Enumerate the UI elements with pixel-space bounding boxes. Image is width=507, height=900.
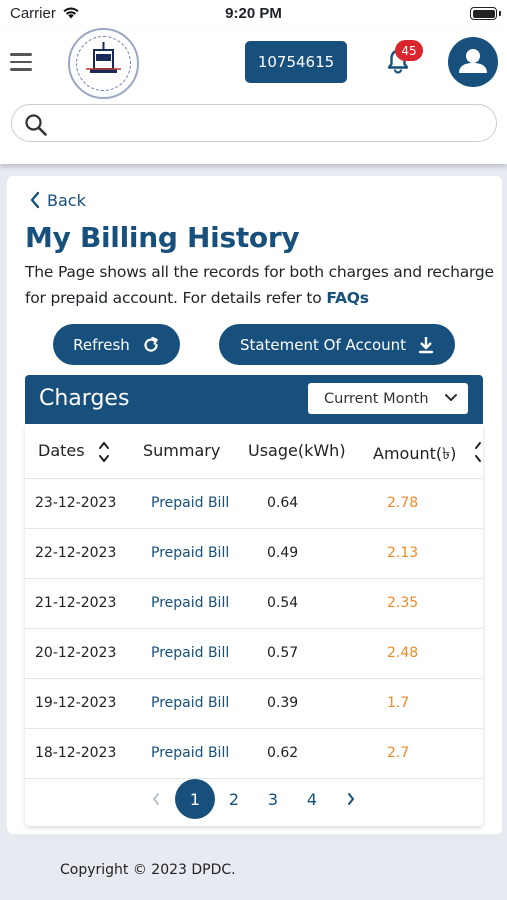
notification-badge: 45 <box>395 40 423 61</box>
cell-usage: 0.49 <box>267 545 299 561</box>
page-button-4[interactable]: 4 <box>306 789 318 809</box>
cell-date: 23-12-2023 <box>35 495 117 511</box>
clock: 9:20 PM <box>225 5 282 22</box>
copyright-text: Copyright © 2023 DPDC. <box>60 862 236 878</box>
table-row: 23-12-2023 Prepaid Bill 0.64 2.78 <box>25 479 483 529</box>
search-icon <box>25 114 47 136</box>
back-label: Back <box>47 190 86 210</box>
cell-summary: Prepaid Bill <box>151 495 230 511</box>
cell-summary: Prepaid Bill <box>151 545 230 561</box>
menu-icon[interactable] <box>10 53 32 71</box>
statement-label: Statement Of Account <box>239 335 407 354</box>
chevron-left-icon <box>153 793 159 805</box>
charges-header: Charges Current Month <box>25 375 483 424</box>
cell-summary: Prepaid Bill <box>151 745 230 761</box>
carrier-label: Carrier <box>10 5 56 22</box>
page-button-3[interactable]: 3 <box>267 789 279 809</box>
table-row: 18-12-2023 Prepaid Bill 0.62 2.7 <box>25 729 483 779</box>
statement-of-account-button[interactable]: Statement Of Account <box>219 324 455 365</box>
cell-amount: 1.7 <box>387 695 410 711</box>
cell-date: 18-12-2023 <box>35 745 117 761</box>
user-avatar[interactable] <box>448 37 498 87</box>
cell-summary: Prepaid Bill <box>151 695 230 711</box>
dpdc-logo <box>68 28 139 99</box>
wifi-icon <box>62 6 80 23</box>
table-header: Dates Summary Usage(kWh) Amount(৳) <box>25 424 483 479</box>
sort-icon-partial[interactable] <box>473 440 483 464</box>
period-select[interactable]: Current Month <box>308 383 468 414</box>
cell-summary: Prepaid Bill <box>151 595 230 611</box>
cell-usage: 0.57 <box>267 645 299 661</box>
cell-amount: 2.78 <box>387 495 419 511</box>
cell-usage: 0.62 <box>267 745 299 761</box>
chevron-right-icon <box>348 793 354 805</box>
table-row: 21-12-2023 Prepaid Bill 0.54 2.35 <box>25 579 483 629</box>
prev-page-button[interactable] <box>136 779 176 819</box>
charges-table: Dates Summary Usage(kWh) Amount(৳) 23-12… <box>25 424 483 826</box>
search-bar[interactable] <box>11 104 497 142</box>
chevron-left-icon <box>30 191 40 209</box>
charges-title: Charges <box>39 386 130 411</box>
sort-icon[interactable] <box>97 440 111 464</box>
search-input[interactable] <box>56 111 486 135</box>
chevron-down-icon <box>445 394 457 401</box>
battery-icon <box>470 7 501 20</box>
next-page-button[interactable] <box>331 779 371 819</box>
page-button-1[interactable]: 1 <box>175 779 215 819</box>
column-header-usage: Usage(kWh) <box>248 441 346 460</box>
page-title: My Billing History <box>25 221 300 254</box>
cell-usage: 0.54 <box>267 595 299 611</box>
status-bar: Carrier 9:20 PM <box>0 0 507 28</box>
page-description: The Page shows all the records for both … <box>25 259 495 311</box>
table-row: 19-12-2023 Prepaid Bill 0.39 1.7 <box>25 679 483 729</box>
cell-usage: 0.64 <box>267 495 299 511</box>
cell-amount: 2.48 <box>387 645 419 661</box>
app-header: 10754615 45 <box>0 28 507 164</box>
cell-amount: 2.7 <box>387 745 410 761</box>
column-header-dates[interactable]: Dates <box>38 441 85 460</box>
cell-date: 20-12-2023 <box>35 645 117 661</box>
column-header-summary: Summary <box>143 441 221 460</box>
column-header-amount: Amount(৳) <box>373 444 457 463</box>
cell-date: 22-12-2023 <box>35 545 117 561</box>
period-selected-value: Current Month <box>324 390 429 407</box>
faq-link[interactable]: FAQs <box>326 289 369 307</box>
refresh-icon <box>144 336 158 352</box>
account-number-button[interactable]: 10754615 <box>245 41 347 83</box>
refresh-label: Refresh <box>73 335 130 354</box>
user-icon <box>459 49 487 73</box>
page-button-2[interactable]: 2 <box>228 789 240 809</box>
back-link[interactable]: Back <box>29 188 86 212</box>
cell-date: 19-12-2023 <box>35 695 117 711</box>
description-text: The Page shows all the records for both … <box>25 263 494 307</box>
table-row: 22-12-2023 Prepaid Bill 0.49 2.13 <box>25 529 483 579</box>
table-row: 20-12-2023 Prepaid Bill 0.57 2.48 <box>25 629 483 679</box>
cell-usage: 0.39 <box>267 695 299 711</box>
cell-amount: 2.35 <box>387 595 419 611</box>
cell-amount: 2.13 <box>387 545 419 561</box>
cell-date: 21-12-2023 <box>35 595 117 611</box>
cell-summary: Prepaid Bill <box>151 645 230 661</box>
download-icon <box>418 336 434 353</box>
pagination: 1 2 3 4 <box>25 779 483 819</box>
refresh-button[interactable]: Refresh <box>53 324 180 365</box>
